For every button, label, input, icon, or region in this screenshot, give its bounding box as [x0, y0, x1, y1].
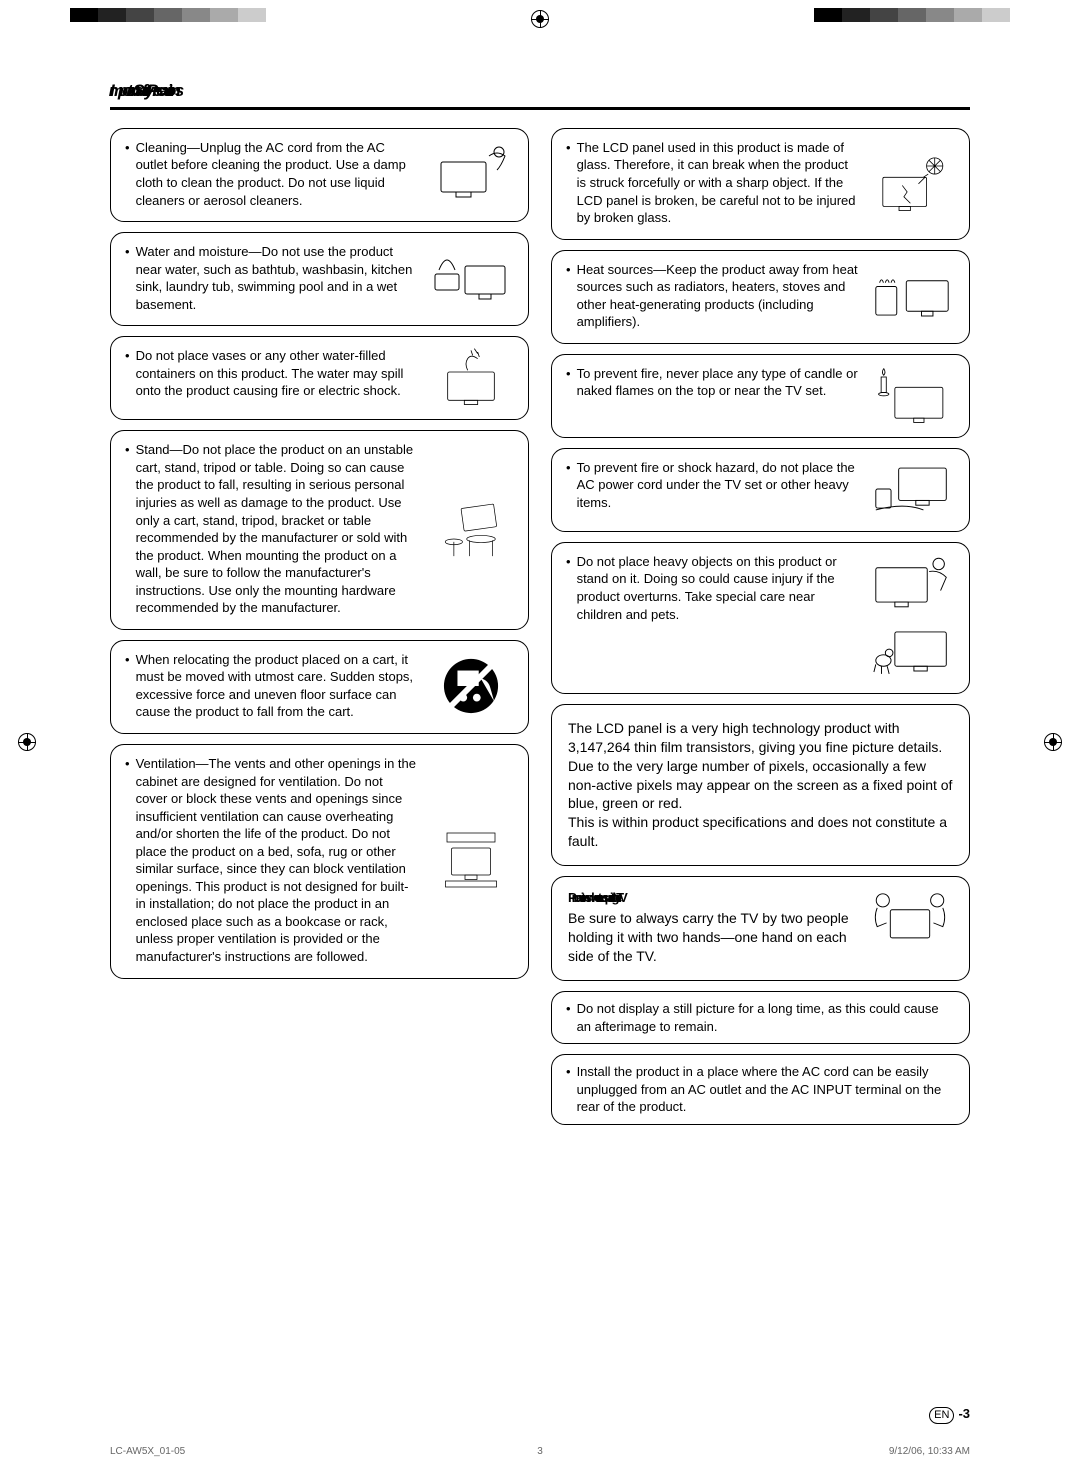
precaution-text: Do not place vases or any other water-fi…	[125, 347, 418, 407]
precaution-heat: Heat sources—Keep the product away from …	[551, 250, 970, 344]
page-number: EN -3	[929, 1405, 970, 1424]
meta-page: 3	[537, 1445, 543, 1459]
candle-icon	[869, 365, 955, 425]
right-column: The LCD panel used in this product is ma…	[551, 128, 970, 1125]
precaution-cart: When relocating the product placed on a …	[110, 640, 529, 734]
precaution-vase: Do not place vases or any other water-fi…	[110, 336, 529, 420]
grayscale-bar-right	[814, 8, 1010, 22]
register-mark-top	[531, 10, 549, 28]
register-mark-right	[1044, 733, 1062, 751]
stand-icon	[428, 441, 514, 616]
precaution-text: When relocating the product placed on a …	[125, 651, 418, 721]
child-tv-icon	[869, 553, 955, 613]
precaution-install: Install the product in a place where the…	[551, 1054, 970, 1125]
print-marks	[0, 0, 1080, 30]
precaution-candle: To prevent fire, never place any type of…	[551, 354, 970, 438]
cord-icon	[869, 459, 955, 519]
page-num-text: -3	[958, 1406, 970, 1421]
pet-tv-icon	[869, 621, 955, 681]
carry-icon	[867, 891, 953, 966]
meta-date: 9/12/06, 10:33 AM	[889, 1445, 970, 1459]
precaution-text: Ventilation—The vents and other openings…	[125, 755, 418, 966]
page-title: Important Safety Precautions	[110, 80, 970, 103]
pixel-note-text: The LCD panel is a very high technology …	[568, 719, 953, 851]
vase-icon	[428, 347, 514, 407]
left-column: Cleaning—Unplug the AC cord from the AC …	[110, 128, 529, 1125]
carry-box: Precautions when transporting the TV Be …	[551, 876, 970, 981]
precaution-glass: The LCD panel used in this product is ma…	[551, 128, 970, 240]
precaution-text: Heat sources—Keep the product away from …	[566, 261, 859, 331]
ventilation-icon	[428, 755, 514, 966]
precaution-afterimage: Do not display a still picture for a lon…	[551, 991, 970, 1044]
title-rule	[110, 107, 970, 110]
pixel-note: The LCD panel is a very high technology …	[551, 704, 970, 866]
precaution-text: Install the product in a place where the…	[566, 1063, 955, 1116]
precaution-cleaning: Cleaning—Unplug the AC cord from the AC …	[110, 128, 529, 222]
grayscale-bar-left	[70, 8, 266, 22]
carry-text: Be sure to always carry the TV by two pe…	[568, 909, 857, 966]
precaution-text: Do not display a still picture for a lon…	[566, 1000, 955, 1035]
precaution-text: To prevent fire, never place any type of…	[566, 365, 859, 425]
precaution-stand: Stand—Do not place the product on an uns…	[110, 430, 529, 629]
precaution-text: Do not place heavy objects on this produ…	[566, 553, 859, 681]
register-mark-left	[18, 733, 36, 751]
precaution-text: Stand—Do not place the product on an uns…	[125, 441, 418, 616]
water-icon	[428, 243, 514, 313]
print-meta: LC-AW5X_01-05 3 9/12/06, 10:33 AM	[110, 1445, 970, 1459]
meta-file: LC-AW5X_01-05	[110, 1445, 185, 1459]
precaution-text: Cleaning—Unplug the AC cord from the AC …	[125, 139, 418, 209]
precaution-ventilation: Ventilation—The vents and other openings…	[110, 744, 529, 979]
cart-warning-icon	[428, 651, 514, 721]
precaution-cord: To prevent fire or shock hazard, do not …	[551, 448, 970, 532]
page-content: Important Safety Precautions Cleaning—Un…	[110, 80, 970, 1364]
lang-badge: EN	[929, 1407, 954, 1424]
glass-break-icon	[869, 139, 955, 227]
carry-title: Precautions when transporting the TV	[568, 891, 857, 905]
precaution-heavy: Do not place heavy objects on this produ…	[551, 542, 970, 694]
cleaning-icon	[428, 139, 514, 209]
precaution-text: To prevent fire or shock hazard, do not …	[566, 459, 859, 519]
heat-icon	[869, 261, 955, 331]
precaution-water: Water and moisture—Do not use the produc…	[110, 232, 529, 326]
precaution-text: The LCD panel used in this product is ma…	[566, 139, 859, 227]
precaution-text: Water and moisture—Do not use the produc…	[125, 243, 418, 313]
